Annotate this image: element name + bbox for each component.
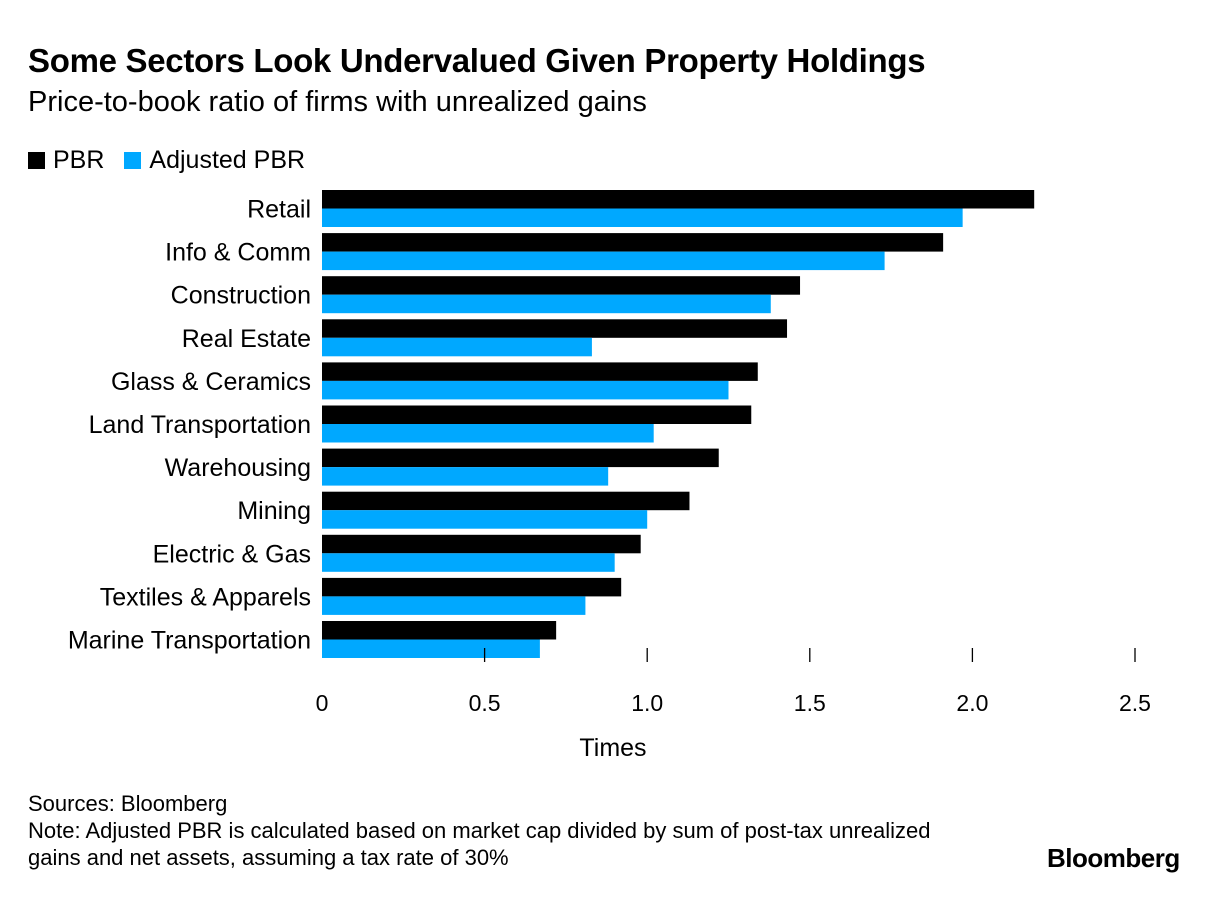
legend-item-adjusted-pbr: Adjusted PBR: [124, 146, 305, 175]
bar-adjusted-pbr: [322, 596, 586, 615]
chart-subtitle: Price-to-book ratio of firms with unreal…: [28, 86, 647, 118]
bar-pbr: [322, 362, 758, 381]
bar-pbr: [322, 621, 557, 640]
category-label: Marine Transportation: [68, 627, 311, 655]
category-label: Electric & Gas: [153, 540, 311, 568]
bar-pbr: [322, 405, 752, 424]
legend-label-adjusted-pbr: Adjusted PBR: [149, 146, 306, 174]
x-tick-label: 0: [316, 690, 329, 716]
bar-adjusted-pbr: [322, 208, 963, 227]
note: Note: Adjusted PBR is calculated based o…: [28, 818, 931, 870]
x-tick-label: 1.5: [794, 690, 826, 716]
sources: Sources: Bloomberg: [28, 791, 228, 816]
legend-swatch-pbr: [28, 152, 45, 169]
category-label: Textiles & Apparels: [100, 583, 311, 611]
x-tick-label: 2.0: [956, 690, 988, 716]
chart-title: Some Sectors Look Undervalued Given Prop…: [28, 42, 926, 79]
x-tick-label: 2.5: [1119, 690, 1151, 716]
legend-label-pbr: PBR: [53, 146, 105, 174]
category-label: Retail: [247, 196, 311, 224]
bar-adjusted-pbr: [322, 467, 609, 486]
bar-adjusted-pbr: [322, 553, 615, 572]
bar-adjusted-pbr: [322, 294, 771, 314]
category-label: Glass & Ceramics: [111, 368, 311, 396]
bar-pbr: [322, 534, 641, 554]
bloomberg-logo: Bloomberg: [1047, 843, 1180, 873]
bar-pbr: [322, 319, 788, 338]
x-tick-label: 1.0: [631, 690, 663, 716]
bar-pbr: [322, 448, 719, 468]
bar-pbr: [322, 491, 690, 511]
category-label: Real Estate: [182, 325, 311, 353]
sources-note: Sources: Bloomberg Note: Adjusted PBR is…: [28, 790, 968, 871]
x-axis-label: Times: [579, 734, 646, 762]
bar-pbr: [322, 276, 801, 295]
bar-adjusted-pbr: [322, 251, 885, 271]
legend-swatch-adjusted-pbr: [124, 152, 142, 169]
category-label: Warehousing: [165, 454, 311, 482]
bar-adjusted-pbr: [322, 380, 729, 400]
legend-item-pbr: PBR: [28, 146, 104, 175]
bar-adjusted-pbr: [322, 337, 592, 357]
bar-adjusted-pbr: [322, 424, 654, 443]
category-label: Mining: [237, 497, 311, 525]
bar-pbr: [322, 233, 944, 252]
bar-pbr: [322, 577, 622, 597]
bar-adjusted-pbr: [322, 510, 648, 529]
bar-chart: Retail Info & Comm Construction Real Estate…: [68, 190, 1151, 762]
category-label: Land Transportation: [89, 411, 311, 439]
bar-pbr: [322, 190, 1035, 209]
bar-adjusted-pbr: [322, 639, 540, 658]
legend: PBR Adjusted PBR: [28, 146, 325, 175]
category-label: Info & Comm: [165, 239, 311, 267]
category-label: Construction: [171, 282, 311, 310]
x-tick-label: 0.5: [469, 690, 501, 716]
